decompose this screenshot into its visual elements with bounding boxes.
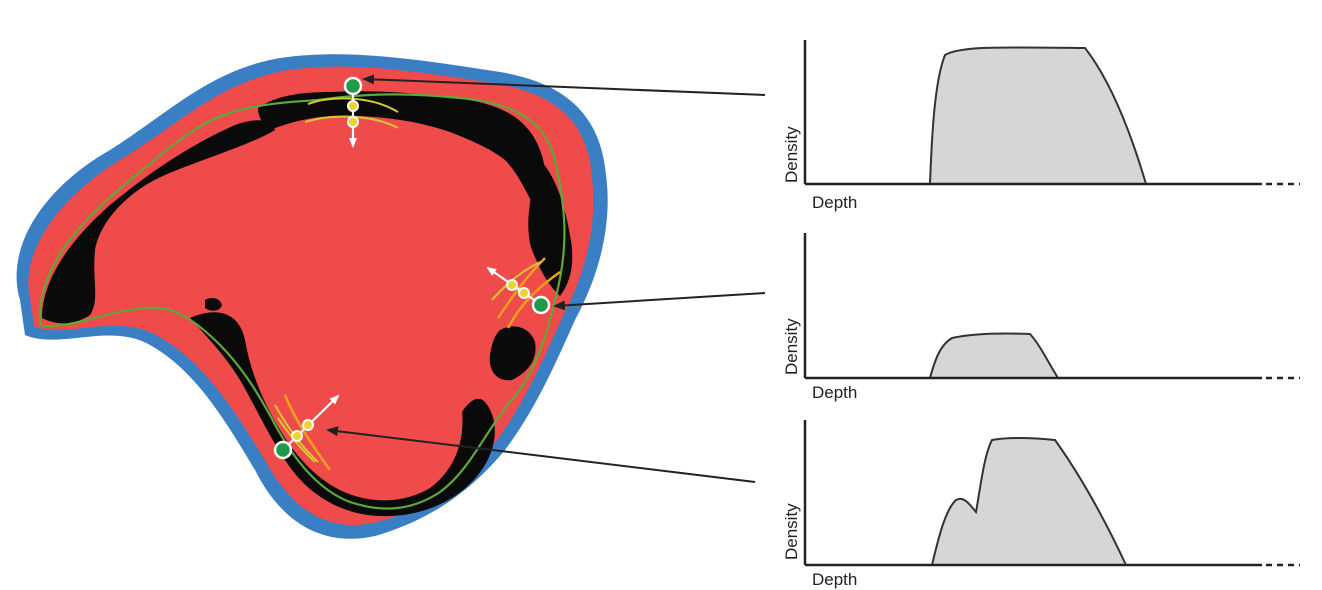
dark-tissue-patch <box>258 91 547 222</box>
probe-right <box>486 257 561 329</box>
dark-tissue-patch <box>205 297 222 311</box>
profile-panel-3: Density Depth <box>782 420 1300 589</box>
x-axis-label-1: Depth <box>812 193 857 212</box>
x-axis-label-3: Depth <box>812 570 857 589</box>
probe-top-sample-point <box>347 116 359 128</box>
probe-top-sample-point <box>347 100 359 112</box>
density-profile-1 <box>928 46 1148 185</box>
probe-top <box>304 76 399 148</box>
probe-right-sample-point <box>506 279 518 291</box>
probe-right-anchor-marker <box>531 295 551 315</box>
probe-bottom-anchor-marker <box>273 440 293 460</box>
x-axis-label-2: Depth <box>812 383 857 402</box>
y-axis-label-2: Density <box>782 318 801 375</box>
dark-tissue-patch <box>190 312 495 517</box>
probe-bottom-sample-point <box>291 430 303 442</box>
probe-bottom-curve-a <box>283 394 332 471</box>
profile-panel-2: Density Depth <box>782 233 1300 402</box>
dark-tissue-patch <box>489 326 536 381</box>
connector-arrows <box>326 74 766 483</box>
density-profile-2 <box>928 332 1060 379</box>
green-contour <box>38 93 566 510</box>
probe-right-curve-b <box>506 270 561 329</box>
probe-bottom <box>273 394 340 471</box>
y-axis-label-1: Density <box>782 126 801 183</box>
density-profile-3 <box>930 437 1128 566</box>
connector-arrow-middle <box>553 292 766 311</box>
probe-right-curve-c <box>491 261 541 301</box>
red-tissue-region <box>28 66 594 526</box>
connector-arrow-bottom <box>326 426 756 483</box>
probe-right-sample-point <box>518 287 530 299</box>
dark-tissue-patch <box>42 120 275 324</box>
connector-arrow-top <box>362 74 766 96</box>
y-axis-label-3: Density <box>782 503 801 560</box>
cross-section <box>16 54 608 539</box>
dark-tissue-patch <box>470 129 492 145</box>
probe-bottom-curve-c <box>277 417 316 463</box>
probe-bottom-sample-point <box>302 419 314 431</box>
probe-top-curve-a <box>307 97 399 113</box>
probe-top-anchor-marker <box>343 76 363 96</box>
profile-panel-1: Density Depth <box>782 40 1300 212</box>
